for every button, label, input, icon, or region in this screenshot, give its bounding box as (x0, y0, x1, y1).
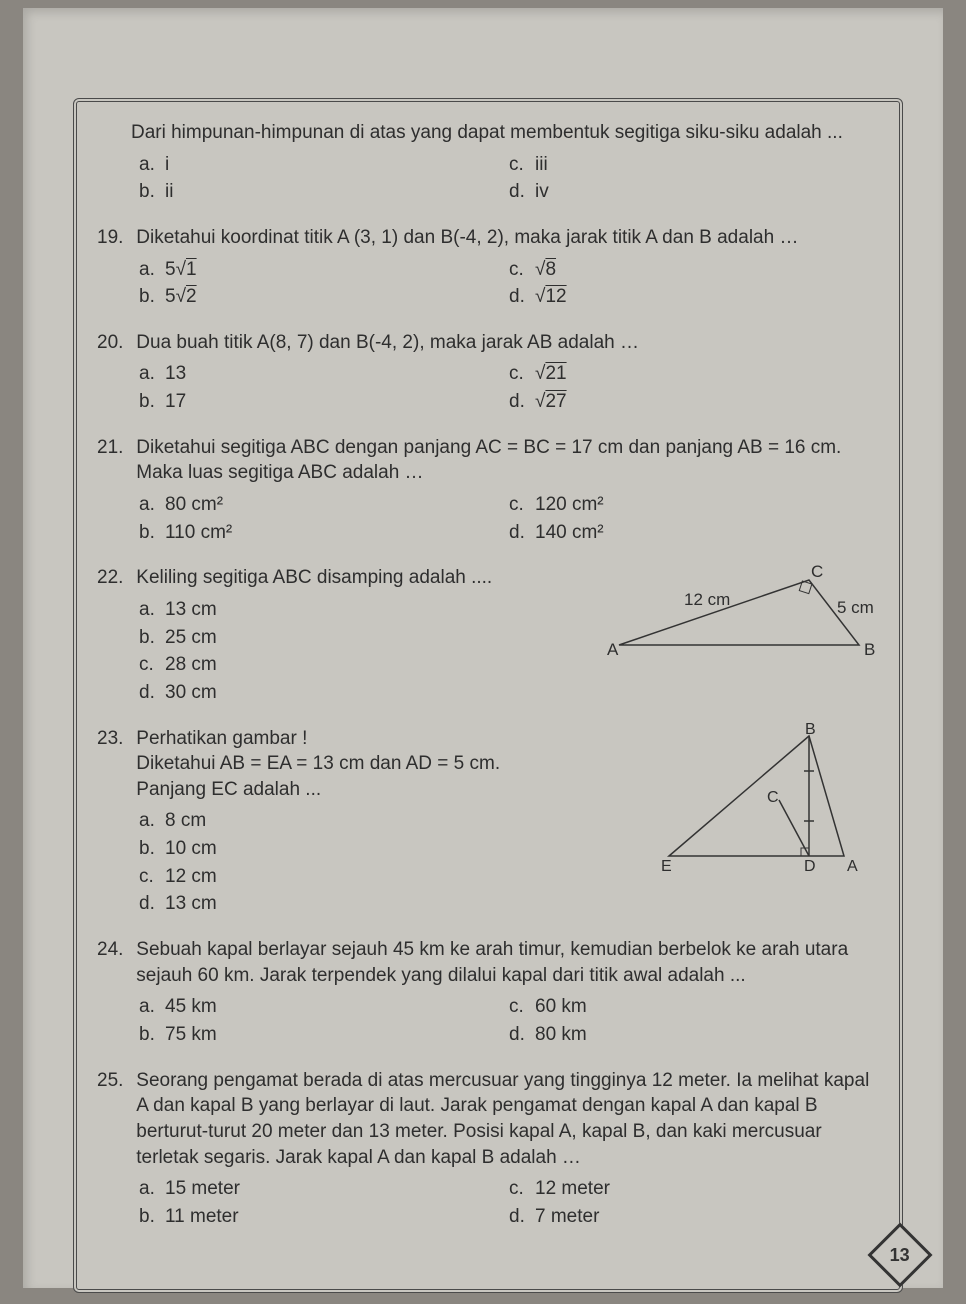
question-22: 22. Keliling segitiga ABC disamping adal… (97, 565, 879, 707)
question-25: 25. Seorang pengamat berada di atas merc… (97, 1068, 879, 1232)
q21-option-b: b.110 cm² (139, 520, 509, 546)
q24-option-d: d.80 km (509, 1022, 879, 1048)
svg-text:D: D (804, 858, 816, 875)
q19-option-c: c.√8 (509, 257, 879, 283)
q22-option-a: a.13 cm (139, 597, 599, 623)
q23-figure: B C E D A (649, 726, 879, 884)
q21-option-d: d.140 cm² (509, 520, 879, 546)
q19-text: Diketahui koordinat titik A (3, 1) dan B… (136, 225, 878, 251)
svg-text:C: C (811, 562, 823, 581)
question-19: 19. Diketahui koordinat titik A (3, 1) d… (97, 225, 879, 312)
q20-text: Dua buah titik A(8, 7) dan B(-4, 2), mak… (136, 330, 878, 356)
q22-option-b: b.25 cm (139, 625, 599, 651)
q19-option-a: a.5√1 (139, 257, 509, 283)
q21-option-c: c.120 cm² (509, 492, 879, 518)
q24-num: 24. (97, 937, 131, 963)
question-20: 20. Dua buah titik A(8, 7) dan B(-4, 2),… (97, 330, 879, 417)
q22-text: Keliling segitiga ABC disamping adalah .… (136, 565, 598, 591)
q23-option-d: d.13 cm (139, 891, 649, 917)
intro-option-b: b.ii (139, 179, 509, 205)
svg-text:A: A (847, 858, 858, 875)
question-intro: Dari himpunan-himpunan di atas yang dapa… (97, 120, 879, 207)
q25-option-b: b.11 meter (139, 1204, 509, 1230)
q25-option-d: d.7 meter (509, 1204, 879, 1230)
q19-num: 19. (97, 225, 131, 251)
q20-option-b: b.17 (139, 389, 509, 415)
svg-text:B: B (864, 640, 875, 659)
intro-option-d: d.iv (509, 179, 879, 205)
page: Dari himpunan-himpunan di atas yang dapa… (23, 8, 943, 1288)
svg-text:B: B (805, 721, 816, 738)
q25-text: Seorang pengamat berada di atas mercusua… (136, 1068, 878, 1171)
question-21: 21. Diketahui segitiga ABC dengan panjan… (97, 435, 879, 548)
q24-option-a: a.45 km (139, 994, 509, 1020)
q24-option-b: b.75 km (139, 1022, 509, 1048)
q21-option-a: a.80 cm² (139, 492, 509, 518)
svg-text:A: A (607, 640, 619, 659)
q19-option-d: d.√12 (509, 284, 879, 310)
q24-option-c: c.60 km (509, 994, 879, 1020)
intro-text: Dari himpunan-himpunan di atas yang dapa… (131, 120, 913, 146)
q25-option-c: c.12 meter (509, 1176, 879, 1202)
svg-text:C: C (767, 789, 779, 806)
q20-option-d: d.√27 (509, 389, 879, 415)
intro-option-a: a.i (139, 152, 509, 178)
content-frame: Dari himpunan-himpunan di atas yang dapa… (73, 98, 903, 1293)
q22-num: 22. (97, 565, 131, 591)
q21-text: Diketahui segitiga ABC dengan panjang AC… (136, 435, 878, 486)
q19-option-b: b.5√2 (139, 284, 509, 310)
q22-option-d: d.30 cm (139, 680, 599, 706)
q23-option-c: c.12 cm (139, 864, 649, 890)
question-24: 24. Sebuah kapal berlayar sejauh 45 km k… (97, 937, 879, 1050)
svg-text:E: E (661, 858, 672, 875)
svg-text:12 cm: 12 cm (684, 590, 730, 609)
q21-num: 21. (97, 435, 131, 461)
triangle-altitude-icon: B C E D A (649, 726, 879, 876)
triangle-icon: A B C 12 cm 5 cm (599, 565, 879, 660)
q22-figure: A B C 12 cm 5 cm (599, 565, 879, 668)
q23-text: Perhatikan gambar ! Diketahui AB = EA = … (136, 726, 648, 803)
intro-option-c: c.iii (509, 152, 879, 178)
svg-text:5 cm: 5 cm (837, 598, 874, 617)
q20-option-a: a.13 (139, 361, 509, 387)
q23-option-a: a.8 cm (139, 808, 649, 834)
q22-option-c: c.28 cm (139, 652, 599, 678)
question-23: 23. Perhatikan gambar ! Diketahui AB = E… (97, 726, 879, 919)
q23-option-b: b.10 cm (139, 836, 649, 862)
q20-num: 20. (97, 330, 131, 356)
q25-option-a: a.15 meter (139, 1176, 509, 1202)
q25-num: 25. (97, 1068, 131, 1094)
page-number: 13 (890, 1245, 910, 1266)
q24-text: Sebuah kapal berlayar sejauh 45 km ke ar… (136, 937, 878, 988)
q20-option-c: c.√21 (509, 361, 879, 387)
q23-num: 23. (97, 726, 131, 752)
